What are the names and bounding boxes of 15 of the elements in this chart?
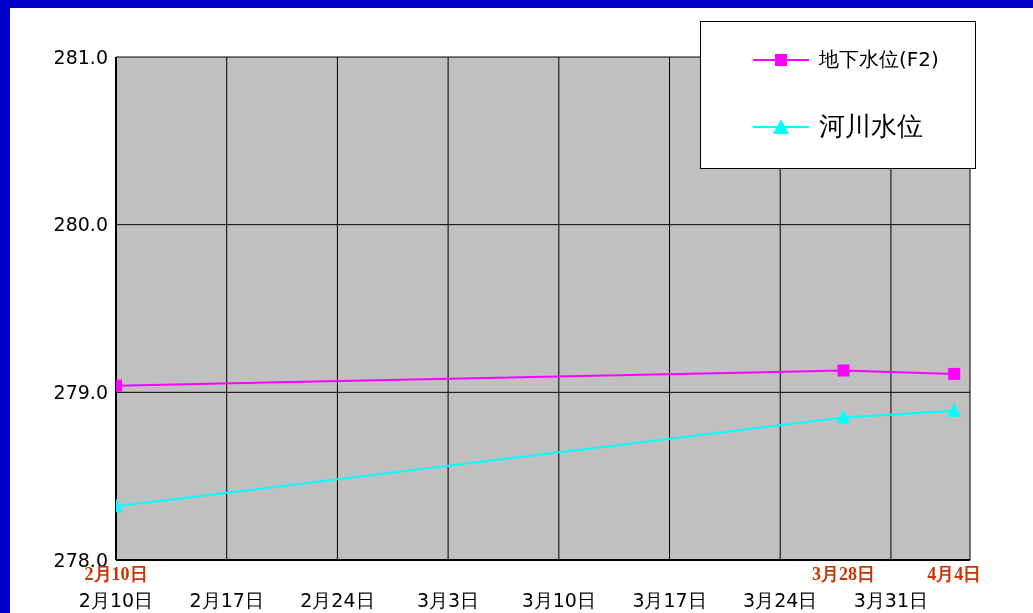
x-tick-label: 3月24日	[743, 589, 818, 612]
y-tick-label: 281.0	[53, 45, 108, 68]
text: 3月28日	[810, 563, 876, 586]
x-tick-label: 3月3日	[417, 589, 480, 612]
legend-label: 河川水位	[819, 110, 923, 143]
legend-label: 地下水位(F2)	[819, 46, 939, 73]
x-tick-label: 2月24日	[300, 589, 375, 612]
y-tick-label: 280.0	[53, 213, 108, 236]
x-tick-label: 2月10日	[78, 589, 154, 612]
y-tick-label: 279.0	[53, 381, 108, 404]
x-tick-label: 3月31日	[853, 589, 929, 612]
x-tick-label: 2月17日	[189, 589, 264, 612]
x-tick-label: 3月10日	[521, 589, 596, 612]
x-tick-label: 3月17日	[632, 589, 707, 612]
text: 4月4日	[926, 563, 983, 586]
